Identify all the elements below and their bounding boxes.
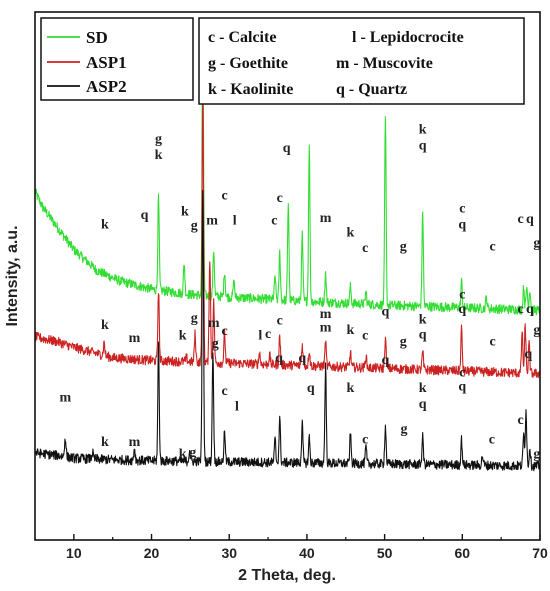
peak-label: g (401, 422, 408, 437)
x-axis-ticks: 10 20 30 40 50 60 70 (34, 534, 548, 561)
legend-label-sd: SD (86, 28, 108, 47)
x-axis-title: 2 Theta, deg. (238, 567, 336, 584)
peak-label: q (526, 302, 534, 317)
peak-label: q (419, 397, 427, 412)
peak-label: k (101, 435, 109, 450)
peak-label: c (459, 288, 465, 303)
peak-label: g (533, 323, 540, 338)
peak-label: k (101, 318, 109, 333)
peak-label: m (129, 331, 141, 346)
peak-label: k (179, 447, 187, 462)
x-tick-label: 70 (532, 545, 548, 561)
peak-label: q (458, 380, 466, 395)
x-tick-label: 30 (221, 545, 237, 561)
peak-label: g (533, 236, 540, 251)
peak-label: c (459, 202, 465, 217)
peak-label: q (419, 327, 427, 342)
plot-frame (34, 11, 541, 541)
peak-label: c (517, 212, 523, 227)
peak-label: q (382, 305, 390, 320)
peak-label: k (419, 381, 427, 396)
peak-label: c (221, 188, 227, 203)
peak-label: k (179, 328, 187, 343)
peak-label: q (298, 351, 306, 366)
peak-label: g (533, 447, 540, 462)
peak-label: c (277, 191, 283, 206)
x-tick-label: 10 (66, 545, 82, 561)
legend-label-asp2: ASP2 (86, 77, 127, 96)
peak-label: c (517, 413, 523, 428)
peak-label: k (347, 225, 355, 240)
peak-label: m (320, 320, 332, 335)
peak-label: m (208, 316, 220, 331)
x-tick-label: 50 (377, 545, 393, 561)
peak-label: c (517, 302, 523, 317)
peak-label: c (221, 324, 227, 339)
peak-label: q (458, 218, 466, 233)
peak-label: g (189, 446, 196, 461)
peak-label: c (265, 327, 271, 342)
peak-label: k (347, 381, 355, 396)
mineral-key-entry: k - Kaolinite (208, 81, 293, 98)
peak-label: c (362, 432, 368, 447)
peak-label: q (419, 138, 427, 153)
peak-label: k (347, 323, 355, 338)
peak-label: c (489, 432, 495, 447)
peak-label: g (191, 219, 198, 234)
peak-label: q (524, 347, 532, 362)
peak-label: l (233, 213, 237, 228)
peak-label: q (283, 141, 291, 156)
peak-label: g (191, 311, 198, 326)
peak-label: k (101, 218, 109, 233)
peak-label: q (458, 302, 466, 317)
x-tick-label: 60 (455, 545, 471, 561)
mineral-key-box (198, 17, 525, 105)
x-tick-label: 20 (144, 545, 160, 561)
peak-label: g (400, 240, 407, 255)
legend-label-asp1: ASP1 (86, 53, 127, 72)
peak-label: k (419, 313, 427, 328)
peak-label: q (275, 351, 283, 366)
mineral-key-entry: q - Quartz (336, 81, 407, 98)
peak-label: k (419, 122, 427, 137)
peak-label: c (489, 335, 495, 350)
x-tick-label: 40 (299, 545, 315, 561)
peak-label: c (362, 328, 368, 343)
peak-label: k (155, 148, 163, 163)
peak-label: c (221, 384, 227, 399)
peak-label: c (489, 240, 495, 255)
mineral-key-entry: l - Lepidocrocite (352, 29, 464, 46)
y-axis-title: Intensity, a.u. (4, 225, 21, 326)
peak-label: l (258, 328, 262, 343)
mineral-key-entry: g - Goethite (208, 55, 288, 72)
peak-label: c (277, 314, 283, 329)
legend: SD ASP1 ASP2 (40, 17, 194, 101)
peak-label: q (382, 353, 390, 368)
series-traces (34, 22, 541, 472)
peak-label: g (155, 132, 162, 147)
mineral-key-entry: m - Muscovite (336, 55, 433, 72)
mineral-key-entry: c - Calcite (208, 29, 276, 46)
peak-label: c (459, 365, 465, 380)
peak-label: g (400, 335, 407, 350)
peak-label: c (362, 241, 368, 256)
peak-label: g (212, 336, 219, 351)
series-line-asp2 (34, 190, 541, 472)
peak-label: q (141, 208, 149, 223)
mineral-key: c - Calcite l - Lepidocrocite g - Goethi… (198, 17, 525, 105)
peak-label: m (206, 213, 218, 228)
peak-label: c (271, 213, 277, 228)
peak-label: m (320, 211, 332, 226)
peak-label: m (320, 307, 332, 322)
peak-annotations: gkqqkkgmclccqqmkcqgkqcqccqgkmkgclccmkcqg… (59, 14, 540, 462)
peak-label: k (181, 204, 189, 219)
series-line-asp1 (34, 83, 541, 379)
peak-label: q (307, 381, 315, 396)
peak-label: m (129, 435, 141, 450)
series-line-sd (34, 22, 541, 316)
peak-label: m (59, 391, 71, 406)
peak-label: l (235, 400, 239, 415)
peak-label: q (526, 212, 534, 227)
